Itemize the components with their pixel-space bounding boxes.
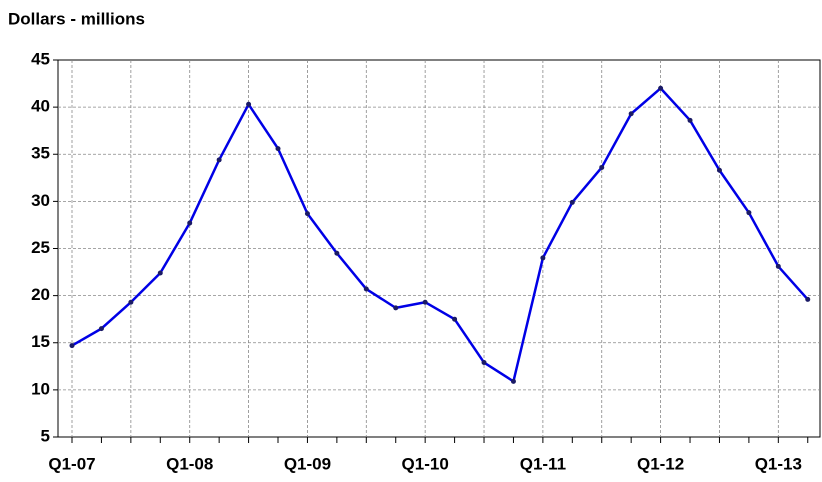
point — [599, 164, 605, 170]
x-tick-label: Q1-12 — [637, 454, 684, 473]
point — [481, 360, 487, 366]
y-tick-label: 45 — [31, 49, 50, 68]
y-tick-label: 15 — [31, 332, 50, 351]
point — [393, 305, 399, 311]
point — [687, 117, 693, 123]
x-tick-label: Q1-10 — [402, 454, 449, 473]
x-tick-label: Q1-07 — [48, 454, 95, 473]
y-tick-label: 5 — [41, 426, 50, 445]
point — [716, 167, 722, 173]
point — [746, 210, 752, 216]
point — [658, 85, 664, 91]
point — [304, 211, 310, 217]
point — [98, 326, 104, 332]
point — [334, 250, 340, 256]
chart-title: Dollars - millions — [8, 9, 145, 28]
point — [275, 146, 281, 152]
point — [569, 199, 575, 205]
point — [187, 220, 193, 226]
point — [452, 316, 458, 322]
point — [246, 101, 252, 107]
x-tick-label: Q1-09 — [284, 454, 331, 473]
y-tick-label: 30 — [31, 191, 50, 210]
line — [71, 87, 809, 383]
x-tick-label: Q1-13 — [755, 454, 802, 473]
y-tick-label: 25 — [31, 238, 50, 257]
x-tick-label: Q1-11 — [520, 454, 566, 473]
y-tick-label: 10 — [31, 379, 50, 398]
point — [628, 111, 634, 117]
point — [69, 343, 75, 349]
point — [422, 299, 428, 305]
point — [540, 255, 546, 261]
point — [216, 157, 222, 163]
point — [510, 378, 516, 384]
y-tick-label: 35 — [31, 144, 50, 163]
point — [128, 299, 134, 305]
point — [363, 286, 369, 292]
y-tick-label: 40 — [31, 97, 50, 116]
point — [805, 296, 811, 302]
point — [157, 270, 163, 276]
x-tick-label: Q1-08 — [166, 454, 213, 473]
point — [775, 263, 781, 269]
y-tick-label: 20 — [31, 285, 50, 304]
